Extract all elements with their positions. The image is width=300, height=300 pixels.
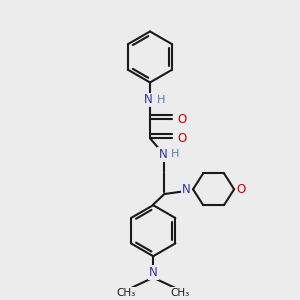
Text: O: O [177, 132, 187, 145]
Text: N: N [158, 148, 167, 161]
Text: H: H [157, 95, 165, 105]
Text: N: N [149, 266, 158, 279]
Text: CH₃: CH₃ [116, 288, 136, 298]
Text: CH₃: CH₃ [171, 288, 190, 298]
Text: O: O [236, 183, 246, 196]
Text: N: N [182, 183, 190, 196]
Text: N: N [144, 94, 153, 106]
Text: O: O [177, 112, 187, 126]
Text: H: H [171, 149, 180, 159]
